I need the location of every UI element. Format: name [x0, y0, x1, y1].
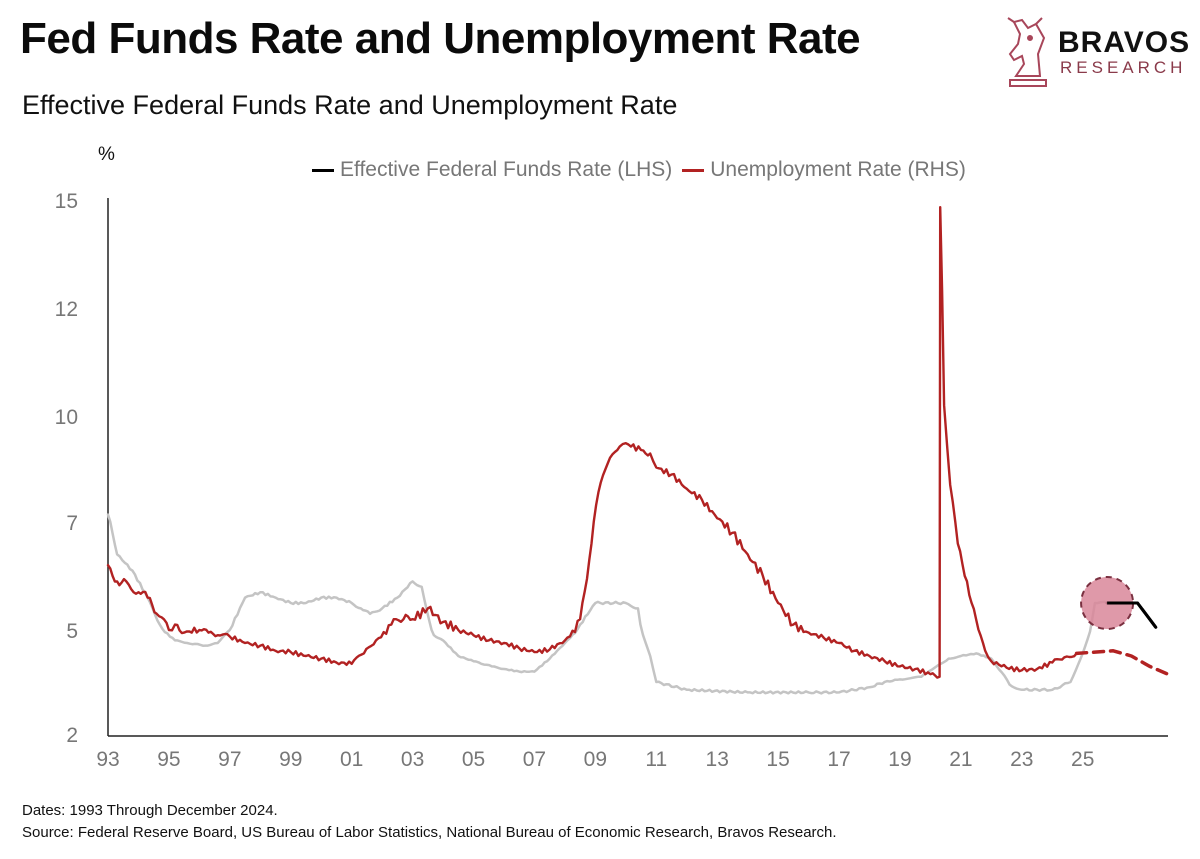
y-tick-label: 12: [55, 298, 78, 321]
x-tick-label: 17: [827, 748, 850, 771]
series-line-2: [106, 206, 1078, 679]
y-axis-unit: %: [98, 144, 115, 165]
legend-swatch-ffr: [312, 168, 334, 172]
legend-item-unemployment: Unemployment Rate (RHS): [682, 158, 966, 182]
x-tick-label: 19: [888, 748, 911, 771]
x-tick-label: 25: [1071, 748, 1094, 771]
x-tick-label: 21: [949, 748, 972, 771]
x-tick-label: 03: [401, 748, 424, 771]
series-line-0: [106, 513, 1109, 695]
x-tick-label: 23: [1010, 748, 1033, 771]
x-tick-label: 99: [279, 748, 302, 771]
y-tick-label: 15: [55, 190, 78, 213]
x-tick-label: 97: [218, 748, 241, 771]
legend-item-ffr: Effective Federal Funds Rate (LHS): [312, 158, 672, 182]
chart-footer: Dates: 1993 Through December 2024. Sourc…: [22, 800, 837, 844]
x-tick-label: 09: [584, 748, 607, 771]
logo-wordmark: BRAVOS: [1058, 26, 1191, 59]
x-tick-label: 93: [96, 748, 119, 771]
x-tick-label: 05: [462, 748, 485, 771]
chart-subtitle: Effective Federal Funds Rate and Unemplo…: [22, 90, 678, 120]
x-tick-label: 01: [340, 748, 363, 771]
y-tick-label: 10: [55, 406, 78, 429]
legend-swatch-unemployment: [682, 168, 705, 172]
series-line-3: [1074, 649, 1170, 676]
chart-legend: Effective Federal Funds Rate (LHS) Unemp…: [312, 158, 976, 182]
legend-label-unemployment: Unemployment Rate (RHS): [710, 158, 966, 181]
y-tick-label: 2: [66, 724, 78, 747]
x-tick-label: 07: [523, 748, 546, 771]
x-tick-label: 11: [645, 748, 667, 771]
logo-subtext: RESEARCH: [1060, 58, 1187, 77]
bravos-logo: BRAVOS RESEARCH: [1000, 14, 1190, 94]
y-tick-label: 5: [66, 620, 78, 643]
page-title: Fed Funds Rate and Unemployment Rate: [20, 14, 861, 63]
legend-label-ffr: Effective Federal Funds Rate (LHS): [340, 158, 673, 181]
x-tick-label: 13: [706, 748, 729, 771]
x-tick-label: 95: [157, 748, 180, 771]
x-tick-label: 15: [766, 748, 789, 771]
line-chart: 15 12 10 7 5 2 93 95 97 99 01 03 05 07 09 11 13 15 17 19 21 2…: [55, 190, 1170, 771]
y-tick-label: 7: [66, 512, 78, 535]
knight-logo-icon: [1007, 17, 1047, 87]
projection-line-ffr: [1107, 601, 1157, 629]
footer-source: Source: Federal Reserve Board, US Bureau…: [22, 824, 837, 841]
footer-dates: Dates: 1993 Through December 2024.: [22, 802, 278, 819]
